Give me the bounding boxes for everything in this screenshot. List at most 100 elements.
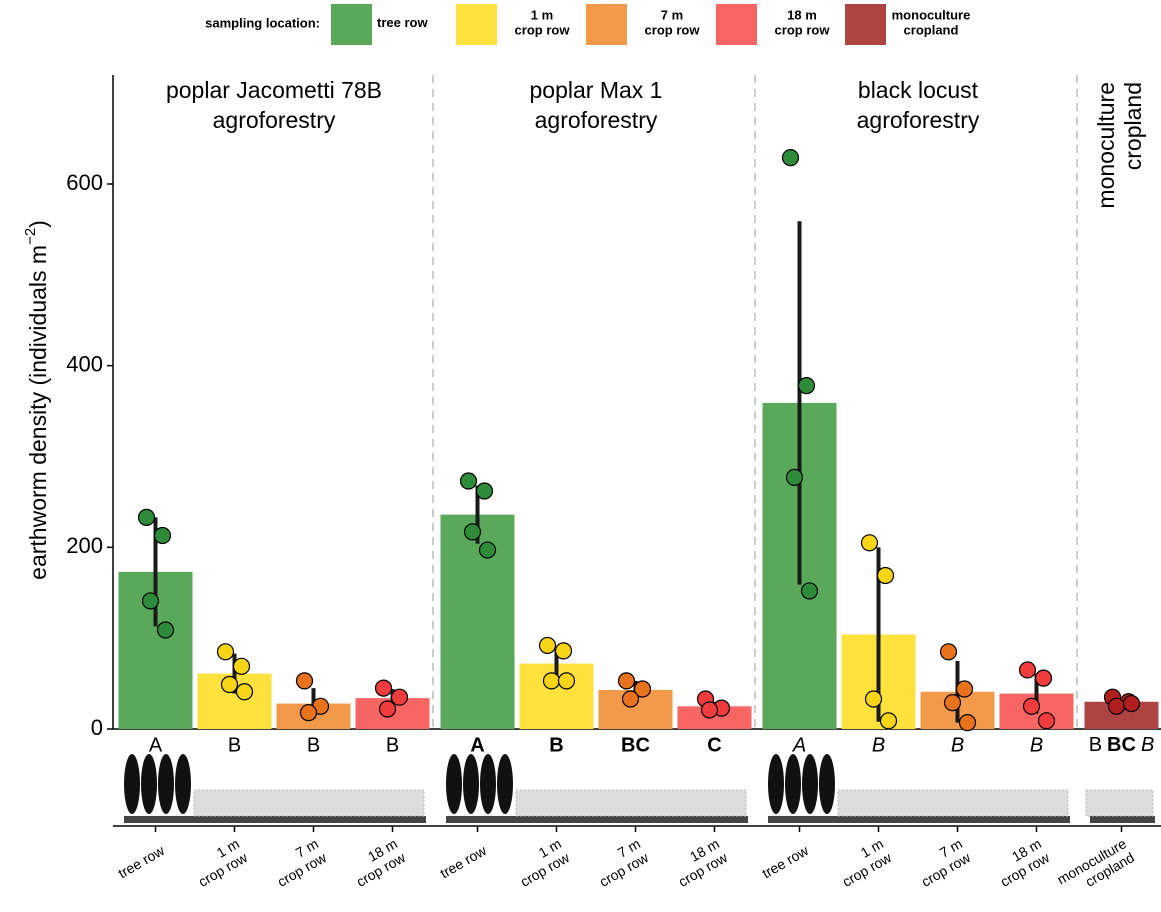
tree-icon [158, 754, 174, 814]
data-point [156, 621, 175, 639]
legend-swatch [331, 4, 372, 45]
y-tick-label: 200 [66, 533, 103, 558]
bar [440, 514, 515, 729]
data-point [463, 523, 482, 541]
data-point [621, 690, 640, 708]
legend-label: monoculture cropland [892, 8, 971, 38]
legend-label: tree row [377, 15, 428, 30]
letter: C [707, 734, 721, 756]
letter: B [951, 734, 964, 756]
legend-swatch [845, 4, 886, 45]
x-tick-label-line: tree row [437, 842, 490, 882]
data-point [390, 688, 409, 706]
data-point [538, 636, 557, 655]
x-tick-label: 7 mcrop row [910, 835, 973, 890]
x-tick-label-line: tree row [115, 842, 168, 882]
letter: B [228, 734, 241, 756]
legend-label-line: monoculture [892, 8, 971, 23]
ground [446, 816, 748, 823]
tree-icon [497, 754, 513, 814]
panel-title: poplar Max 1 [530, 77, 663, 103]
data-point [797, 377, 816, 395]
y-tick-label: 400 [66, 351, 103, 376]
legend-label: 18 m crop row [775, 8, 831, 38]
x-tick-label: tree row [759, 842, 812, 882]
data-point [955, 680, 974, 698]
y-label-sup: −2 [22, 228, 39, 245]
data-point [153, 526, 172, 545]
ground [1090, 816, 1155, 823]
letter: B [307, 734, 320, 756]
legend-swatch [456, 4, 497, 45]
data-point [475, 482, 494, 500]
data-point [542, 672, 561, 690]
letter: A [149, 734, 163, 756]
data-point [295, 672, 314, 690]
letter-part: B [1089, 734, 1102, 756]
letter: B BC B [1089, 734, 1155, 756]
data-point [781, 149, 800, 167]
data-point [800, 582, 819, 600]
data-point [554, 642, 573, 660]
data-point [216, 643, 235, 661]
x-tick-label-line: tree row [759, 842, 812, 882]
letter: B [549, 734, 563, 756]
data-point [1122, 694, 1141, 713]
x-tick-label: monoculturecropland [1054, 835, 1137, 901]
letter: A [792, 734, 806, 756]
x-tick-label: 18 mcrop row [667, 835, 730, 890]
data-point [1022, 697, 1041, 715]
data-point [299, 704, 318, 722]
legend-label-line: cropland [904, 23, 959, 38]
x-tick-label: 18 mcrop row [989, 835, 1052, 890]
data-point [232, 657, 251, 675]
legend-label-line: tree row [377, 15, 428, 30]
data-point [958, 714, 977, 732]
tree-icon [124, 754, 140, 814]
panel-title-line: monoculture [1093, 82, 1119, 209]
x-tick-label: 18 mcrop row [345, 835, 408, 890]
bar [677, 706, 752, 729]
data-point [864, 690, 883, 708]
legend-label-line: crop row [515, 23, 571, 38]
panel-title: agroforestry [857, 107, 980, 133]
data-point [943, 694, 962, 712]
panel-title: black locust [858, 77, 979, 103]
crops [193, 789, 425, 817]
legend-title: sampling location: [205, 15, 320, 30]
data-point [1034, 669, 1053, 687]
data-point [785, 468, 804, 486]
panel-title: agroforestry [213, 107, 336, 133]
letter-part: B [1141, 734, 1154, 756]
tree-icon [768, 754, 784, 814]
data-point [137, 508, 156, 526]
data-point [860, 534, 879, 552]
x-tick-label: tree row [115, 842, 168, 882]
tree-icon [785, 754, 801, 814]
data-point [876, 566, 895, 585]
tree-icon [480, 754, 496, 814]
data-point [478, 541, 497, 559]
data-point [220, 675, 239, 694]
panel-title: poplar Jacometti 78B [166, 77, 382, 103]
data-point [459, 472, 478, 490]
data-point [557, 672, 576, 690]
letter-part: BC [1107, 734, 1136, 756]
legend-label-line: 18 m [787, 8, 817, 23]
y-axis-label: earthworm density (individuals m−2) [22, 220, 51, 580]
letter: BC [621, 734, 650, 756]
data-point [374, 679, 393, 697]
crops [515, 789, 747, 817]
letter: A [470, 734, 484, 756]
data-point [378, 700, 397, 718]
y-tick-label: 0 [91, 715, 103, 740]
panel-title: monoculturecropland [1093, 82, 1146, 209]
panel-title-line: cropland [1120, 82, 1146, 170]
legend-label-line: crop row [775, 23, 831, 38]
letter: B [872, 734, 885, 756]
x-tick-label: 7 mcrop row [266, 835, 329, 890]
data-point [1018, 661, 1037, 679]
tree-icon [141, 754, 157, 814]
letter: B [1030, 734, 1043, 756]
